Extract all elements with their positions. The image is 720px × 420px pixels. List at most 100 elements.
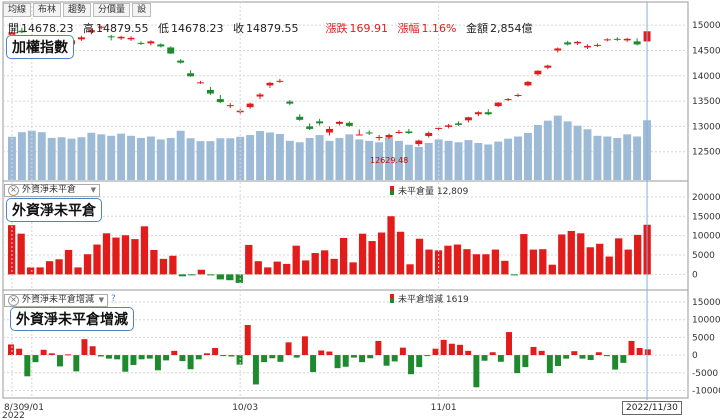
quote-header: 開 14678.23 高 14879.55 低 14678.23 收 14879.55 … — [8, 20, 538, 36]
y-tick-label: 15000 — [692, 212, 720, 222]
oi-bar — [368, 241, 376, 275]
volume-bar — [355, 139, 364, 180]
candle-body — [474, 112, 482, 115]
oi-change-bar — [89, 346, 96, 356]
low-value: 14678.23 — [171, 22, 224, 35]
oi-bar — [273, 261, 281, 275]
candle-body — [395, 131, 403, 133]
oi-bar — [121, 235, 130, 275]
oi-bar — [235, 274, 243, 283]
oi-bar — [539, 249, 547, 275]
volume-bar — [305, 137, 314, 180]
volume-bar — [474, 142, 483, 180]
oi-change-bar — [383, 355, 390, 366]
volume-bar — [77, 137, 86, 180]
oi-change-bar — [522, 355, 529, 368]
y-tick-label: -5000 — [692, 369, 718, 379]
oi-bar — [406, 264, 414, 275]
volume-bar — [87, 132, 96, 180]
volume-bar — [37, 132, 46, 180]
oi-change-bar — [440, 339, 447, 356]
volume-bar — [484, 144, 493, 180]
legend-swatch — [390, 294, 394, 303]
candle-body — [603, 39, 611, 41]
y-tick-label: 0 — [692, 351, 698, 361]
volume-bar — [266, 132, 274, 180]
close-icon[interactable]: × — [8, 185, 19, 196]
candle-body — [484, 112, 492, 115]
oi-bar — [178, 274, 187, 277]
oi-change-bar — [530, 346, 537, 356]
oi-change-bar — [497, 355, 504, 362]
volume-bar — [395, 140, 403, 180]
oi-bar — [472, 254, 481, 275]
volume-bar — [127, 135, 135, 180]
oi-bar — [226, 274, 234, 281]
oi-bar — [245, 244, 253, 275]
toolbar-button-3[interactable]: 分價量 — [93, 3, 131, 17]
candle-body — [8, 32, 16, 35]
close-value: 14879.55 — [246, 22, 299, 35]
toolbar-button-4[interactable]: 設 — [132, 3, 152, 17]
oi-bar — [45, 261, 54, 275]
oi-change-bar — [146, 355, 153, 359]
candle-body — [584, 45, 591, 48]
oi-bar — [577, 233, 585, 275]
close-label: 收 — [233, 22, 244, 35]
volume-bar — [117, 133, 126, 180]
candle-body — [316, 121, 324, 124]
oi-change-bar — [301, 336, 308, 356]
close-icon[interactable]: × — [8, 295, 19, 306]
oi-change-bar — [489, 352, 496, 356]
candle-body — [544, 65, 552, 68]
oi-change-bar — [595, 352, 602, 356]
pct-value: 1.16% — [421, 22, 457, 35]
indicator-select-1[interactable]: × 外資淨未平倉 ▼ — [4, 184, 100, 197]
oi-bar — [624, 249, 632, 275]
candle-body — [87, 30, 95, 33]
y-tick-label: 15000 — [692, 298, 720, 308]
oi-change-bar — [481, 355, 488, 361]
volume-bar — [146, 136, 155, 180]
oi-change-bar — [473, 355, 480, 388]
oi-change-bar — [579, 355, 586, 359]
y-tick-label: 14000 — [692, 72, 720, 82]
volume-bar — [573, 125, 582, 180]
oi-change-bar — [212, 348, 219, 356]
candle-body — [455, 123, 462, 125]
toolbar-button-1[interactable]: 布林 — [33, 3, 62, 17]
oi-bar — [453, 244, 462, 275]
oi-bar — [358, 233, 367, 275]
candle-body — [514, 95, 522, 97]
oi-change-bar — [555, 355, 561, 367]
oi-change-legend-text: 未平倉增減 1619 — [398, 295, 469, 305]
amount-value: 2,854億 — [489, 22, 533, 35]
high-label: 高 — [83, 22, 94, 35]
volume-bar — [315, 135, 324, 180]
volume-bar — [295, 142, 304, 180]
y-tick-label: 5000 — [692, 333, 715, 343]
y-tick-label: 10000 — [692, 316, 720, 326]
oi-bar — [207, 274, 215, 276]
oi-change-bar — [32, 355, 39, 363]
toolbar-button-2[interactable]: 趨勢 — [63, 3, 92, 17]
candle-body — [286, 101, 294, 104]
oi-change-bar — [138, 355, 145, 360]
oi-bar — [596, 243, 604, 275]
y-tick-label: 10000 — [692, 232, 720, 242]
oi-bar — [283, 263, 291, 275]
volume-bar — [553, 115, 562, 180]
indicator-select-2[interactable]: × 外資淨未平倉增減 ▼ — [4, 294, 108, 307]
help-icon[interactable]: ? — [111, 294, 116, 304]
oi-change-bar — [432, 348, 439, 356]
open-label: 開 — [8, 22, 19, 35]
candle-body — [167, 47, 175, 54]
toolbar-button-0[interactable]: 均線 — [3, 3, 32, 17]
volume-bar — [345, 134, 354, 180]
oi-bar — [17, 233, 25, 275]
oi-bar — [36, 267, 44, 275]
oi-change-bar — [114, 355, 121, 360]
high-value: 14879.55 — [96, 22, 149, 35]
oi-bar — [292, 245, 300, 275]
oi-change-bar — [546, 355, 553, 374]
